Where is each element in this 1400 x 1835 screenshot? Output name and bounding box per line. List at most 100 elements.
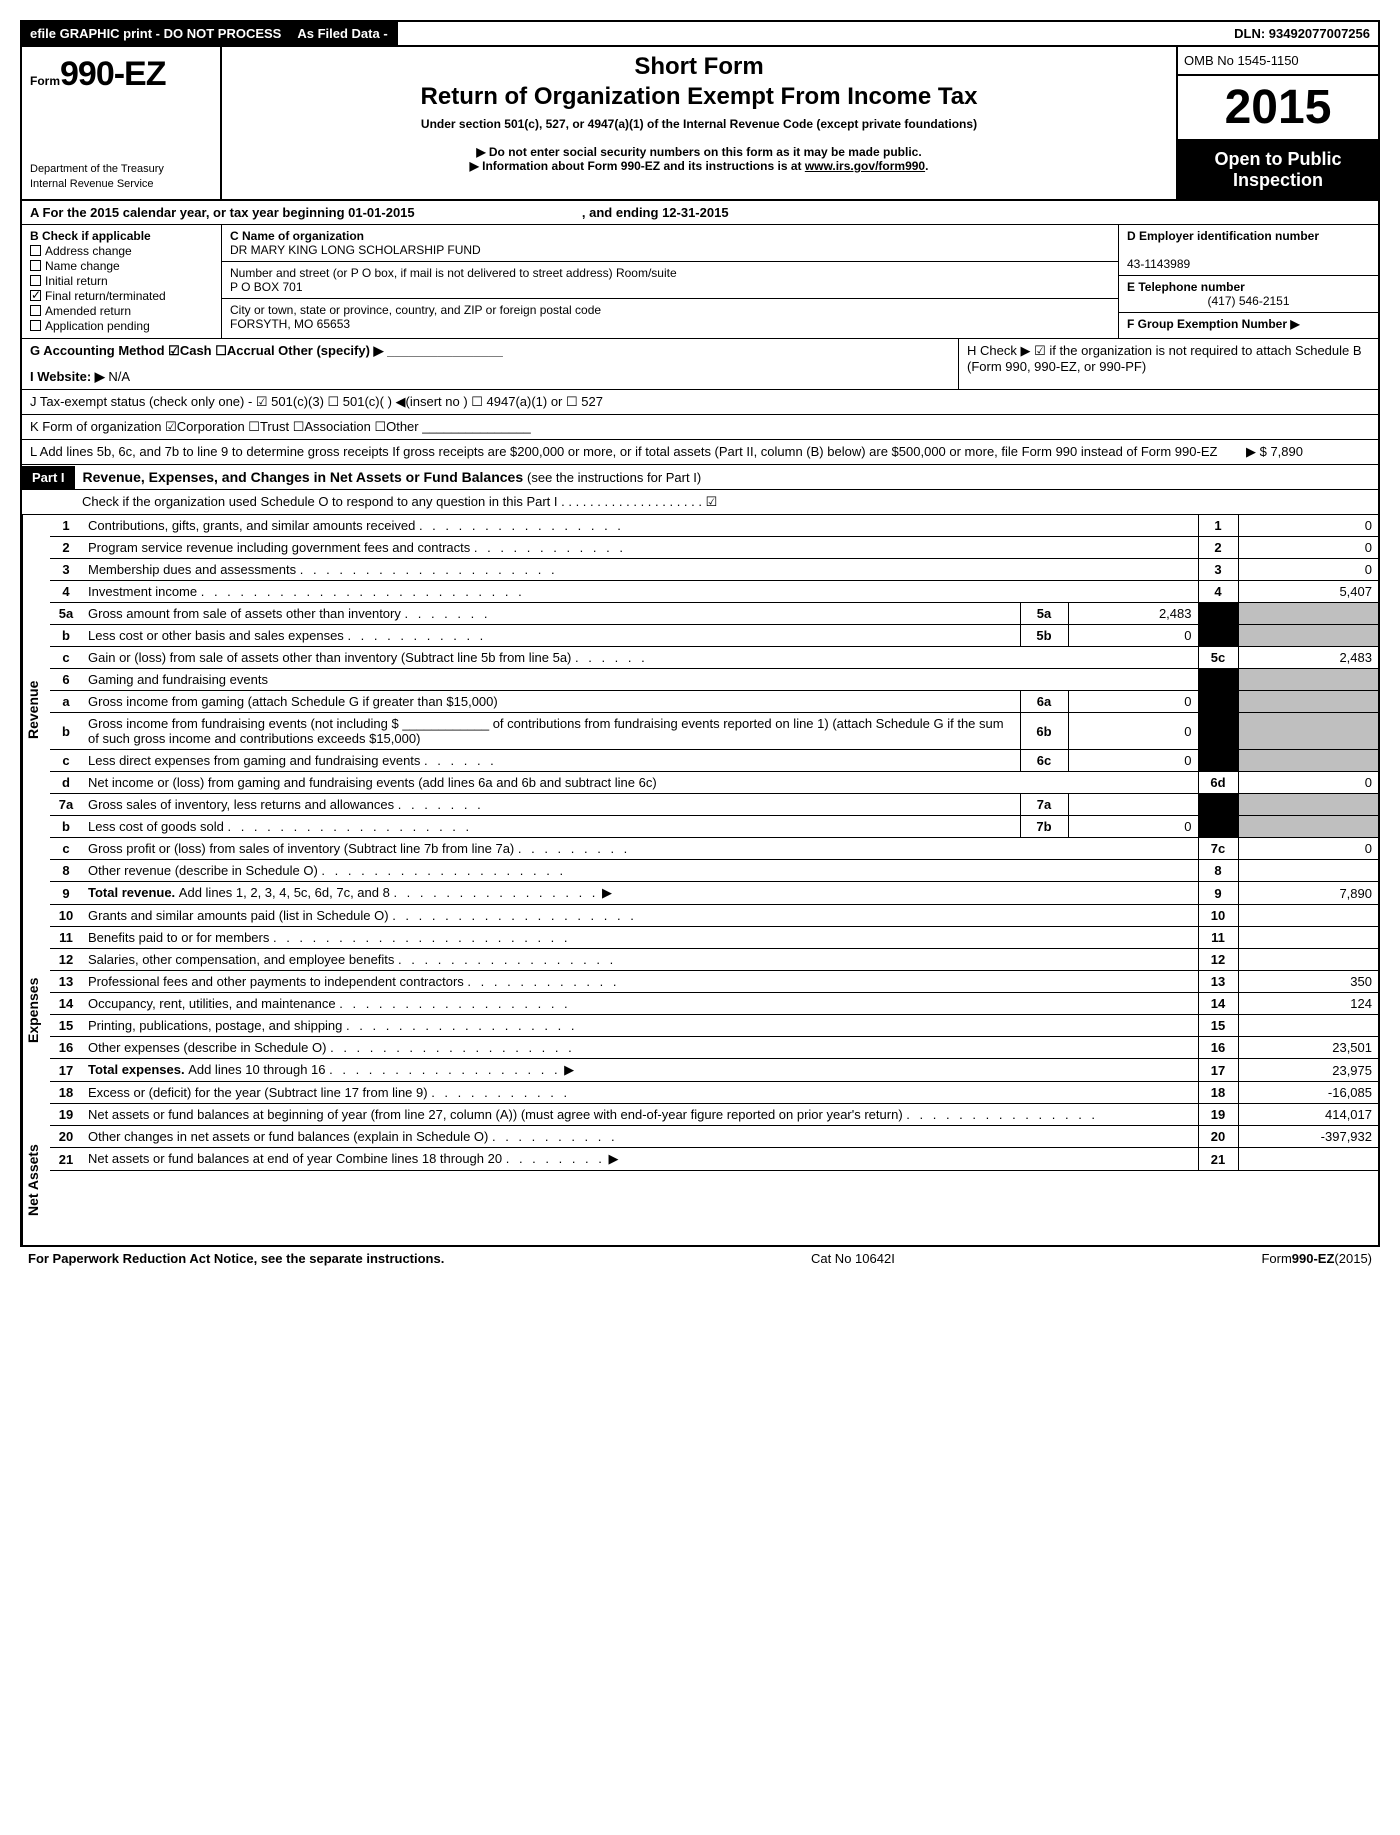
col-b-checkboxes: B Check if applicable Address change Nam… (22, 225, 222, 338)
line-7c: cGross profit or (loss) from sales of in… (50, 838, 1378, 860)
line-11: 11Benefits paid to or for members . . . … (50, 927, 1378, 949)
line-20: 20Other changes in net assets or fund ba… (50, 1126, 1378, 1148)
chk-name-change: Name change (30, 259, 213, 273)
chk-application-pending: Application pending (30, 319, 213, 333)
line-9: 9Total revenue. Add lines 1, 2, 3, 4, 5c… (50, 882, 1378, 905)
line-10: 10Grants and similar amounts paid (list … (50, 905, 1378, 927)
line-2: 2Program service revenue including gover… (50, 537, 1378, 559)
line-16: 16Other expenses (describe in Schedule O… (50, 1037, 1378, 1059)
department-info: Department of the Treasury Internal Reve… (30, 162, 212, 191)
phone-value: (417) 546-2151 (1127, 294, 1370, 308)
row-a-tax-year: A For the 2015 calendar year, or tax yea… (22, 201, 1378, 225)
line-3: 3Membership dues and assessments . . . .… (50, 559, 1378, 581)
website-value: N/A (108, 369, 130, 384)
tax-year: 2015 (1178, 76, 1378, 141)
top-spacer (398, 22, 1226, 45)
header-right: OMB No 1545-1150 2015 Open to Public Ins… (1178, 47, 1378, 199)
ein-value: 43-1143989 (1127, 257, 1190, 271)
col-def: D Employer identification number 43-1143… (1118, 225, 1378, 338)
line-21: 21Net assets or fund balances at end of … (50, 1148, 1378, 1171)
l-text: L Add lines 5b, 6c, and 7b to line 9 to … (22, 440, 1238, 464)
top-bar: efile GRAPHIC print - DO NOT PROCESS As … (22, 22, 1378, 47)
section-b-c: B Check if applicable Address change Nam… (22, 225, 1378, 339)
vertical-labels: Revenue Expenses Net Assets (22, 515, 50, 1245)
part-i-header: Part I Revenue, Expenses, and Changes in… (22, 465, 1378, 490)
line-6c: cLess direct expenses from gaming and fu… (50, 750, 1378, 772)
line-19: 19Net assets or fund balances at beginni… (50, 1104, 1378, 1126)
efile-notice: efile GRAPHIC print - DO NOT PROCESS (22, 22, 289, 45)
line-13: 13Professional fees and other payments t… (50, 971, 1378, 993)
line-7a: 7aGross sales of inventory, less returns… (50, 794, 1378, 816)
vlabel-revenue: Revenue (22, 515, 50, 905)
line-18: 18Excess or (deficit) for the year (Subt… (50, 1082, 1378, 1104)
part-i-label: Part I (22, 466, 75, 489)
l-value: ▶ $ 7,890 (1238, 440, 1378, 464)
line-5a: 5aGross amount from sale of assets other… (50, 603, 1378, 625)
row-k: K Form of organization ☑Corporation ☐Tru… (22, 415, 1378, 440)
main-grid: Revenue Expenses Net Assets 1Contributio… (22, 515, 1378, 1245)
as-filed-label: As Filed Data - (289, 22, 397, 45)
g-accounting: G Accounting Method ☑Cash ☐Accrual Other… (22, 339, 958, 389)
line-1: 1Contributions, gifts, grants, and simil… (50, 515, 1378, 537)
vlabel-expenses: Expenses (22, 905, 50, 1115)
f-group-exemption: F Group Exemption Number ▶ (1119, 313, 1378, 335)
vlabel-netassets: Net Assets (22, 1115, 50, 1245)
line-14: 14Occupancy, rent, utilities, and mainte… (50, 993, 1378, 1015)
form-prefix: Form (30, 74, 60, 88)
bullet-ssn: ▶ Do not enter social security numbers o… (234, 145, 1164, 159)
row-g-h: G Accounting Method ☑Cash ☐Accrual Other… (22, 339, 1378, 390)
c-city-cell: City or town, state or province, country… (222, 299, 1118, 335)
dept-irs: Internal Revenue Service (30, 177, 212, 191)
irs-link[interactable]: www.irs.gov/form990 (805, 159, 925, 173)
line-17: 17Total expenses. Add lines 10 through 1… (50, 1059, 1378, 1082)
lines-table-wrap: 1Contributions, gifts, grants, and simil… (50, 515, 1378, 1245)
form-990ez: efile GRAPHIC print - DO NOT PROCESS As … (20, 20, 1380, 1247)
row-j: J Tax-exempt status (check only one) - ☑… (22, 390, 1378, 415)
header-left: Form990-EZ Department of the Treasury In… (22, 47, 222, 199)
line-15: 15Printing, publications, postage, and s… (50, 1015, 1378, 1037)
dln-label: DLN: 93492077007256 (1226, 22, 1378, 45)
header-bullets: ▶ Do not enter social security numbers o… (234, 145, 1164, 173)
chk-amended-return: Amended return (30, 304, 213, 318)
e-phone: E Telephone number (417) 546-2151 (1119, 276, 1378, 313)
c-name-cell: C Name of organization DR MARY KING LONG… (222, 225, 1118, 262)
header-sub: Under section 501(c), 527, or 4947(a)(1)… (234, 117, 1164, 131)
org-address: P O BOX 701 (230, 280, 303, 294)
bullet-info: ▶ Information about Form 990-EZ and its … (234, 159, 1164, 173)
omb-number: OMB No 1545-1150 (1178, 47, 1378, 76)
form-990ez-text: 990-EZ (60, 55, 166, 93)
row-l: L Add lines 5b, 6c, and 7b to line 9 to … (22, 440, 1378, 465)
footer-right: Form990-EZ(2015) (1261, 1251, 1372, 1266)
line-7b: bLess cost of goods sold . . . . . . . .… (50, 816, 1378, 838)
org-city: FORSYTH, MO 65653 (230, 317, 350, 331)
line-8: 8Other revenue (describe in Schedule O) … (50, 860, 1378, 882)
title-return: Return of Organization Exempt From Incom… (234, 83, 1164, 111)
title-short-form: Short Form (234, 53, 1164, 81)
d-ein: D Employer identification number 43-1143… (1119, 225, 1378, 276)
org-name: DR MARY KING LONG SCHOLARSHIP FUND (230, 243, 481, 257)
line-4: 4Investment income . . . . . . . . . . .… (50, 581, 1378, 603)
col-c-org-info: C Name of organization DR MARY KING LONG… (222, 225, 1118, 338)
chk-initial-return: Initial return (30, 274, 213, 288)
line-6d: dNet income or (loss) from gaming and fu… (50, 772, 1378, 794)
open-to-public: Open to Public Inspection (1178, 141, 1378, 199)
footer-mid: Cat No 10642I (811, 1251, 895, 1266)
dept-treasury: Department of the Treasury (30, 162, 212, 176)
line-6b: bGross income from fundraising events (n… (50, 713, 1378, 750)
line-6: 6Gaming and fundraising events (50, 669, 1378, 691)
footer-left: For Paperwork Reduction Act Notice, see … (28, 1251, 444, 1266)
b-header: B Check if applicable (30, 229, 151, 243)
chk-final-return: Final return/terminated (30, 289, 213, 303)
footer: For Paperwork Reduction Act Notice, see … (20, 1247, 1380, 1270)
line-6a: aGross income from gaming (attach Schedu… (50, 691, 1378, 713)
h-schedule-b: H Check ▶ ☑ if the organization is not r… (958, 339, 1378, 389)
part-i-title: Revenue, Expenses, and Changes in Net As… (83, 465, 702, 489)
part-i-check: Check if the organization used Schedule … (22, 490, 1378, 515)
lines-table: 1Contributions, gifts, grants, and simil… (50, 515, 1378, 1171)
c-addr-cell: Number and street (or P O box, if mail i… (222, 262, 1118, 299)
chk-address-change: Address change (30, 244, 213, 258)
line-5c: cGain or (loss) from sale of assets othe… (50, 647, 1378, 669)
form-number: Form990-EZ (30, 55, 212, 94)
line-5b: bLess cost or other basis and sales expe… (50, 625, 1378, 647)
header: Form990-EZ Department of the Treasury In… (22, 47, 1378, 201)
